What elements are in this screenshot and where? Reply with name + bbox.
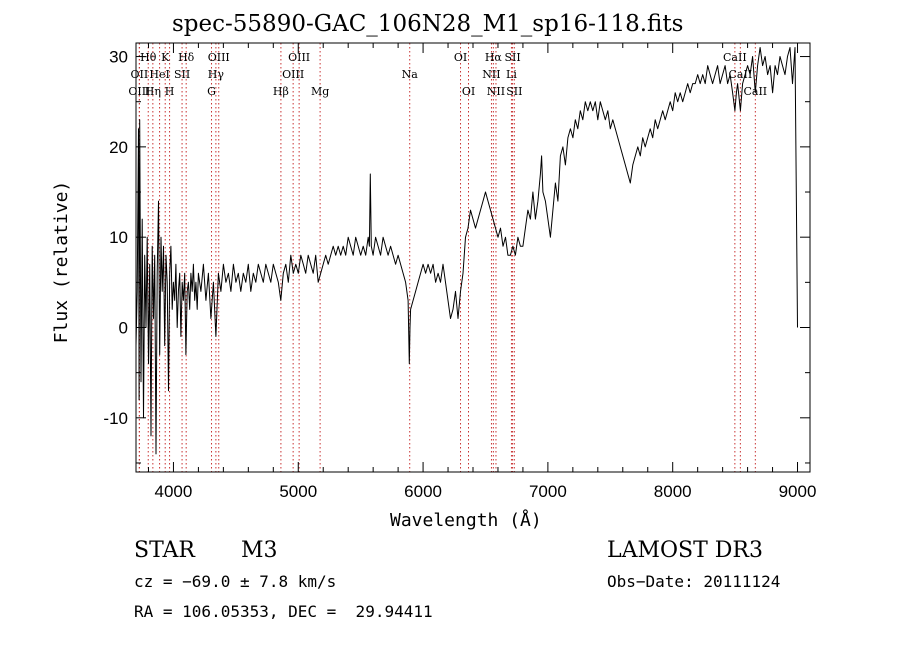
x-tick-label-9000: 9000 <box>779 482 817 501</box>
marker-label-1: OII <box>131 68 149 81</box>
spectrum-layer <box>135 47 798 455</box>
marker-label-23: Li <box>506 68 517 81</box>
x-axis-label: Wavelength (Å) <box>390 510 542 531</box>
marker-label-8: H <box>165 85 175 98</box>
marker-label-10: Hγ <box>208 68 225 81</box>
spectrum-line <box>135 47 798 455</box>
marker-label-2: OIII <box>128 85 150 98</box>
marker-label-4: HeI <box>149 68 169 81</box>
coordinates: RA = 106.05353, DEC = 29.94411 <box>134 602 433 621</box>
x-tick-label-5000: 5000 <box>279 482 317 501</box>
y-tick-label-0: 0 <box>119 318 128 337</box>
x-tick-label-7000: 7000 <box>529 482 567 501</box>
y-axis-label: Flux (relative) <box>51 180 72 344</box>
marker-label-25: CaII <box>723 51 747 64</box>
plot-frame <box>135 42 811 473</box>
marker-label-22: SII <box>504 51 520 64</box>
y-tick-label-10: 10 <box>109 228 128 247</box>
marker-label-3: K <box>161 51 170 64</box>
object-class: STAR <box>134 538 195 563</box>
marker-label-16: Na <box>402 68 419 81</box>
marker-label-5: Hη <box>145 85 161 98</box>
axis-ticks: 4000 5000 6000 7000 8000 9000 -10 0 10 20 30 <box>103 43 816 501</box>
marker-label-7: SII <box>174 68 190 81</box>
marker-label-9: OIII <box>208 51 230 64</box>
redshift-velocity: cz = −69.0 ± 7.8 km/s <box>134 572 337 591</box>
marker-label-26: CaII <box>729 68 753 81</box>
object-subclass: M3 <box>241 538 278 563</box>
marker-label-13: OIII <box>282 68 304 81</box>
y-tick-label-20: 20 <box>109 138 128 157</box>
marker-label-20: NII <box>482 68 500 81</box>
marker-label-17: OI <box>454 51 467 64</box>
chart-title: spec-55890-GAC_106N28_M1_sp16-118.fits <box>172 11 684 37</box>
y-tick-label--10: -10 <box>103 409 128 428</box>
x-tick-label-6000: 6000 <box>404 482 442 501</box>
x-tick-label-4000: 4000 <box>155 482 193 501</box>
marker-label-19: Hα <box>485 51 503 64</box>
marker-labels: Hθ OII OIII K HeI Hη Hδ SII H OIII Hγ G OIII OIII Hβ Mg… <box>128 51 767 98</box>
y-tick-label-30: 30 <box>109 48 128 67</box>
observation-date: Obs−Date: 20111124 <box>607 572 781 591</box>
marker-label-0: Hθ <box>140 51 157 64</box>
marker-label-15: Mg <box>311 85 329 98</box>
marker-label-18: OI <box>462 85 475 98</box>
survey-name: LAMOST DR3 <box>607 538 763 563</box>
marker-label-24: SII <box>506 85 522 98</box>
marker-label-11: G <box>207 85 216 98</box>
x-tick-label-8000: 8000 <box>654 482 692 501</box>
marker-label-6: Hδ <box>178 51 195 64</box>
marker-label-12: OIII <box>288 51 310 64</box>
spectral-line-markers <box>138 43 756 472</box>
marker-label-27: CaII <box>743 85 767 98</box>
marker-label-21: NII <box>487 85 505 98</box>
marker-label-14: Hβ <box>273 85 289 98</box>
